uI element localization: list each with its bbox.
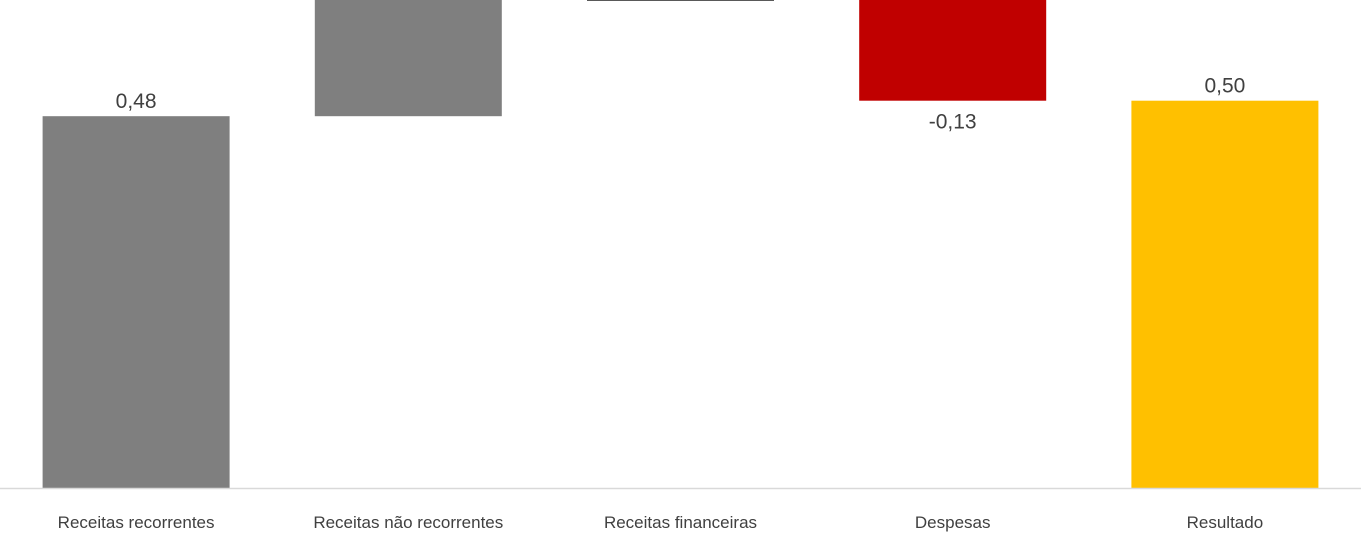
value-label-1: 0,48: [116, 90, 157, 113]
category-label-4: Despesas: [915, 513, 991, 532]
bar-1: [42, 116, 230, 488]
bars-layer: [42, 0, 1319, 488]
bar-5: [1131, 100, 1319, 488]
value-label-5: 0,50: [1204, 75, 1245, 98]
category-label-3: Receitas financeiras: [604, 513, 757, 532]
category-label-2: Receitas não recorrentes: [313, 513, 503, 532]
value-labels-layer: 0,480,150,00-0,130,50: [116, 75, 1246, 134]
value-label-4: -0,13: [929, 111, 977, 134]
category-label-5: Resultado: [1187, 513, 1264, 532]
category-label-1: Receitas recorrentes: [58, 513, 215, 532]
bar-2: [314, 0, 502, 117]
bar-4: [859, 0, 1047, 101]
category-labels-layer: Receitas recorrentes Receitas não recorre…: [58, 513, 1264, 532]
